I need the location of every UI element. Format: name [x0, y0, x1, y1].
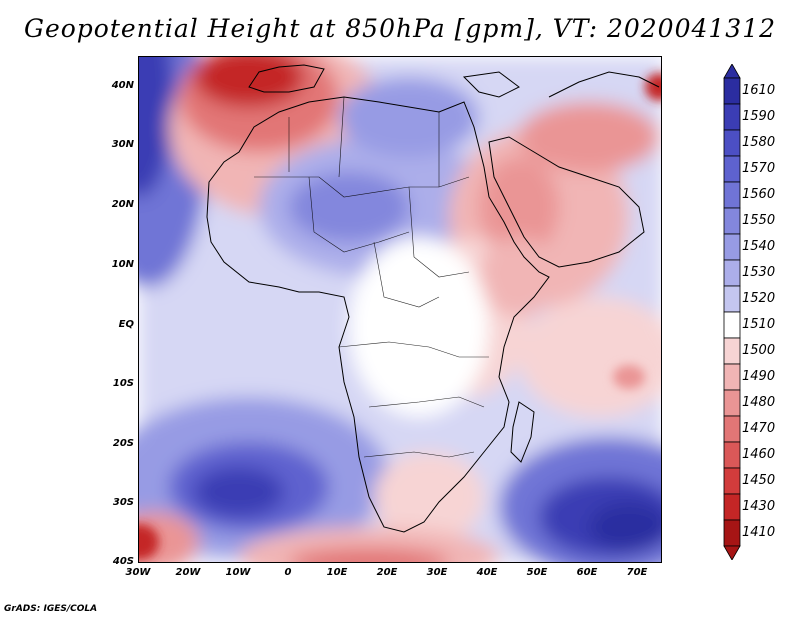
lon-label: 40E — [476, 567, 498, 578]
colorbar-label: 1410 — [742, 525, 776, 540]
lat-label: 40N — [111, 80, 134, 91]
height-field-map — [139, 57, 661, 562]
lon-label: 30E — [426, 567, 448, 578]
colorbar-label: 1490 — [742, 369, 776, 384]
colorbar-swatch — [723, 519, 741, 547]
colorbar-label: 1470 — [742, 421, 776, 436]
credit-text: GrADS: IGES/COLA — [4, 604, 98, 614]
colorbar-label: 1500 — [742, 343, 776, 358]
colorbar-swatch — [723, 467, 741, 495]
colorbar-swatch — [723, 493, 741, 521]
lat-label: 10S — [112, 378, 134, 389]
colorbar-swatch — [723, 103, 741, 131]
colorbar-swatch — [723, 415, 741, 443]
lon-label: 10E — [326, 567, 348, 578]
coastlines — [206, 64, 660, 533]
lon-label: 0 — [284, 567, 292, 578]
colorbar-label: 1580 — [742, 135, 776, 150]
lat-label: EQ — [118, 319, 134, 330]
colorbar-label: 1460 — [742, 447, 776, 462]
map-panel — [138, 56, 662, 563]
colorbar — [723, 64, 741, 560]
colorbar-label: 1510 — [742, 317, 776, 332]
colorbar-swatch — [723, 259, 741, 287]
colorbar-swatch — [723, 233, 741, 261]
country-borders — [254, 96, 489, 458]
lat-label: 30S — [112, 497, 134, 508]
lat-label: 20S — [112, 438, 134, 449]
lon-label: 70E — [626, 567, 648, 578]
lat-label: 20N — [111, 199, 134, 210]
colorbar-label: 1570 — [742, 161, 776, 176]
lon-label: 20W — [175, 567, 201, 578]
lon-label: 30W — [125, 567, 151, 578]
lat-label: 40S — [112, 556, 134, 567]
colorbar-swatch — [723, 155, 741, 183]
colorbar-label: 1530 — [742, 265, 776, 280]
colorbar-swatch — [723, 337, 741, 365]
colorbar-label: 1480 — [742, 395, 776, 410]
shaded-field — [139, 57, 661, 562]
lat-label: 10N — [111, 259, 134, 270]
colorbar-label: 1610 — [742, 83, 776, 98]
colorbar-label: 1450 — [742, 473, 776, 488]
field-highlights — [139, 73, 661, 560]
colorbar-swatch — [723, 311, 741, 339]
colorbar-label: 1590 — [742, 109, 776, 124]
colorbar-swatch — [723, 441, 741, 469]
colorbar-label: 1430 — [742, 499, 776, 514]
colorbar-swatch — [723, 363, 741, 391]
colorbar-swatch — [723, 389, 741, 417]
lon-label: 20E — [376, 567, 398, 578]
colorbar-cap-bottom — [723, 545, 741, 560]
colorbar-swatch — [723, 181, 741, 209]
lat-label: 30N — [111, 139, 134, 150]
map-title: Geopotential Height at 850hPa [gpm], VT:… — [23, 14, 777, 43]
colorbar-label: 1560 — [742, 187, 776, 202]
lon-label: 10W — [225, 567, 251, 578]
colorbar-label: 1550 — [742, 213, 776, 228]
colorbar-cap-top — [723, 64, 741, 79]
colorbar-swatch — [723, 77, 741, 105]
colorbar-label: 1540 — [742, 239, 776, 254]
lon-label: 50E — [526, 567, 548, 578]
colorbar-swatch — [723, 285, 741, 313]
colorbar-swatch — [723, 207, 741, 235]
colorbar-swatch — [723, 129, 741, 157]
lon-label: 60E — [576, 567, 598, 578]
colorbar-label: 1520 — [742, 291, 776, 306]
